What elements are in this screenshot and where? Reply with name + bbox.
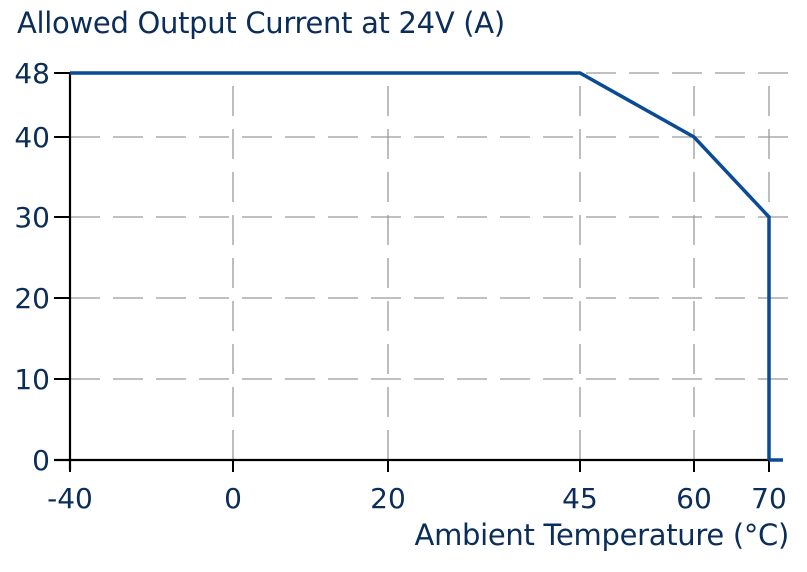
y-tick-label: 10 bbox=[14, 363, 50, 396]
derating-curve bbox=[70, 71, 771, 460]
y-tick-label: 30 bbox=[14, 201, 50, 234]
x-tick-label: 20 bbox=[370, 482, 406, 515]
y-tick-label: 48 bbox=[14, 57, 50, 90]
x-tick-label: 60 bbox=[676, 482, 712, 515]
y-tick-label: 40 bbox=[14, 121, 50, 154]
x-tick-label: 0 bbox=[224, 482, 242, 515]
x-tick-label: 70 bbox=[751, 482, 787, 515]
y-tick-label: 20 bbox=[14, 282, 50, 315]
x-tick-label: -40 bbox=[47, 482, 93, 515]
x-tick-label: 45 bbox=[562, 482, 598, 515]
chart-title: Allowed Output Current at 24V (A) bbox=[17, 6, 505, 40]
x-axis-label: Ambient Temperature (°C) bbox=[414, 518, 790, 552]
y-tick-label: 0 bbox=[32, 444, 50, 477]
